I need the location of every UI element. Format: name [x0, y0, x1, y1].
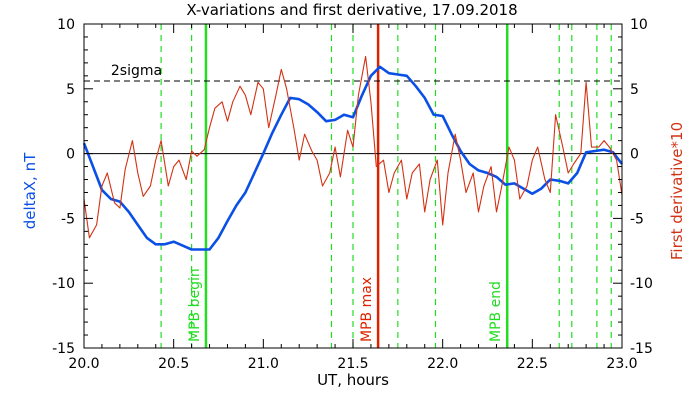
axes: 20.0 20.5 21.0 21.5 22.0 22.5 23.0 10 5 0 -5 -10 -15… — [52, 17, 653, 372]
annotation-label: MPB begin — [187, 268, 203, 342]
x-tick-label: 22.0 — [427, 356, 458, 372]
x-tick-label: 21.5 — [337, 356, 368, 372]
y-tick-label-left: 10 — [57, 17, 75, 33]
y-axis-title-left: deltaX, nT — [21, 152, 39, 229]
y-tick-label-right: 10 — [630, 17, 648, 33]
series-line-deltax — [82, 65, 624, 251]
y-tick-label-left: -5 — [61, 211, 75, 227]
y-tick-label-left: 5 — [66, 82, 75, 98]
y-tick-label-right: -5 — [630, 211, 644, 227]
series-layer — [82, 55, 624, 251]
y-tick-label-left: 0 — [66, 147, 75, 163]
y-tick-label-right: -10 — [630, 276, 653, 292]
x-tick-label: 22.5 — [517, 356, 548, 372]
chart-title: X-variations and first derivative, 17.09… — [186, 1, 517, 19]
x-tick-label: 21.0 — [248, 356, 279, 372]
annotation-label: MPB max — [359, 277, 375, 342]
y-tick-label-right: 5 — [630, 82, 639, 98]
reference-lines: 2sigma — [84, 63, 622, 155]
vertical-lines — [160, 24, 612, 348]
two-sigma-label: 2sigma — [111, 63, 162, 79]
x-tick-label: 23.0 — [606, 356, 637, 372]
y-tick-label-left: -15 — [52, 341, 75, 357]
series-line-derivative — [83, 55, 623, 239]
x-tick-label: 20.5 — [158, 356, 189, 372]
annotations: MPB begin MPB max MPB end — [187, 268, 504, 342]
y-axis-title-right: First derivative*10 — [668, 122, 686, 260]
y-tick-label-right: 0 — [630, 147, 639, 163]
y-tick-label-right: -15 — [630, 341, 653, 357]
x-tick-label: 20.0 — [68, 356, 99, 372]
annotation-label: MPB end — [488, 281, 504, 342]
y-tick-label-left: -10 — [52, 276, 75, 292]
x-axis-title: UT, hours — [317, 371, 389, 389]
